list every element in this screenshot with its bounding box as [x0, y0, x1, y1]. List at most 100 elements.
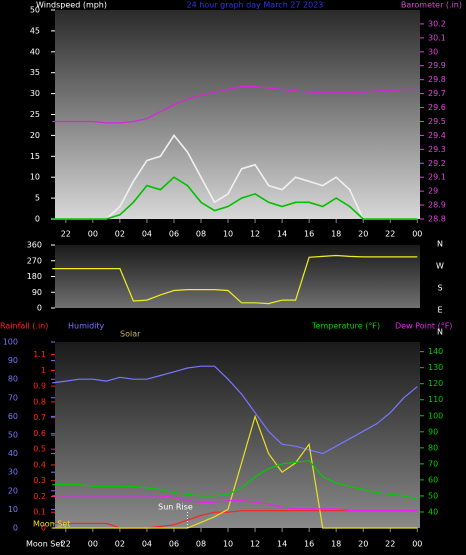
x-tick-label: 22 [61, 540, 71, 549]
series-line [52, 86, 418, 124]
y3-tick-label: 0.3 [33, 476, 46, 485]
y-tick-label: 100 [3, 338, 18, 347]
y-tick-label: 50 [8, 431, 18, 440]
x-tick-label: 02 [115, 540, 125, 549]
y-axis-label: Windspeed (mph) [36, 1, 107, 10]
x-tick-label: 18 [331, 540, 341, 549]
x-tick-label: 02 [115, 230, 125, 239]
y-tick-label: 270 [27, 256, 42, 265]
y2-tick-label: 60 [428, 475, 438, 484]
y2-tick-label: 29.9 [428, 61, 446, 70]
x-tick-label: 14 [277, 230, 287, 239]
x-tick-label: 04 [142, 540, 152, 549]
y3-tick-label: 0.8 [33, 397, 46, 406]
y2-tick-label: 28.9 [428, 201, 446, 210]
y-tick-label: 15 [30, 152, 40, 161]
y3-tick-label: 0.2 [33, 492, 46, 501]
y2-tick-label: 50 [428, 491, 438, 500]
x-tick-label: 18 [331, 230, 341, 239]
x-tick-label: 00 [88, 540, 98, 549]
y2-tick-label: 29.3 [428, 145, 446, 154]
y2-tick-label: 29.4 [428, 131, 446, 140]
x-tick-label: 22 [61, 230, 71, 239]
annotation: Moon Set [26, 540, 63, 549]
y-tick-label: 20 [8, 486, 18, 495]
y-tick-label: 180 [27, 272, 42, 281]
y2-tick-label: 29 [428, 187, 438, 196]
x-tick-label: 10 [223, 230, 233, 239]
compass-label: S [437, 284, 442, 293]
y3-tick-label: 0.9 [33, 382, 46, 391]
y-tick-label: 60 [8, 412, 18, 421]
y-tick-label: 10 [30, 173, 40, 182]
y3-tick-label: 0.6 [33, 429, 46, 438]
y3-tick-label: 0.4 [33, 460, 46, 469]
x-tick-label: 04 [142, 230, 152, 239]
y-tick-label: 35 [30, 68, 40, 77]
panel-wind [55, 10, 420, 219]
y2-tick-label: 29.6 [428, 103, 446, 112]
x-tick-label: 22 [385, 540, 395, 549]
y-tick-label: 10 [8, 505, 18, 514]
x-tick-label: 12 [250, 540, 260, 549]
panel-direction [55, 245, 420, 308]
x-tick-label: 00 [412, 540, 422, 549]
compass-label: N [437, 240, 443, 249]
y2-tick-label: 29.5 [428, 117, 446, 126]
x-tick-label: 16 [304, 230, 314, 239]
y-tick-label: 40 [8, 449, 18, 458]
y2-tick-label: 80 [428, 443, 438, 452]
y-tick-label: 25 [30, 110, 40, 119]
x-tick-label: 10 [223, 540, 233, 549]
y-tick-label: 30 [8, 468, 18, 477]
y-tick-label: 50 [30, 6, 40, 15]
series-line [52, 134, 418, 220]
y3-tick-label: 0.5 [33, 445, 46, 454]
y2-tick-label: 90 [428, 427, 438, 436]
series-line [52, 414, 418, 529]
legend-label: Humidity [68, 322, 105, 331]
y2-tick-label: 29.7 [428, 89, 446, 98]
y-tick-label: 30 [30, 89, 40, 98]
y-tick-label: 45 [30, 26, 40, 35]
series-line [52, 460, 418, 500]
x-tick-label: 08 [196, 540, 206, 549]
x-tick-label: 20 [358, 230, 368, 239]
y2-tick-label: 30 [428, 47, 438, 56]
y2-tick-label: 130 [428, 363, 443, 372]
y3-tick-label: 1 [41, 366, 46, 375]
x-tick-label: 06 [169, 540, 179, 549]
y2-tick-label: 70 [428, 459, 438, 468]
annotation: Moon Set [33, 520, 70, 529]
y-tick-label: 80 [8, 375, 18, 384]
legend-label: Dew Point (°F) [395, 322, 452, 331]
y2-tick-label: 120 [428, 379, 443, 388]
x-tick-label: 00 [88, 230, 98, 239]
y2-tick-label: 28.8 [428, 215, 446, 224]
series-line [52, 365, 418, 455]
series-line [52, 254, 418, 305]
x-tick-label: 20 [358, 540, 368, 549]
compass-label: W [436, 262, 444, 271]
y2-axis-label: Barometer (.in) [401, 1, 462, 10]
y-tick-label: 360 [27, 241, 42, 250]
x-tick-label: 14 [277, 540, 287, 549]
compass-label: N [437, 328, 443, 337]
y-tick-label: 20 [30, 131, 40, 140]
compass-label: E [437, 306, 442, 315]
y-tick-label: 0 [13, 524, 18, 533]
y3-tick-label: 0.1 [33, 508, 46, 517]
series-line [52, 176, 418, 220]
y-tick-label: 90 [32, 288, 42, 297]
y3-tick-label: 1.1 [33, 350, 46, 359]
legend-label: Temperature (°F) [311, 322, 380, 331]
legend-label: Rainfall (.in) [0, 322, 48, 331]
y2-tick-label: 30.2 [428, 19, 446, 28]
y-tick-label: 40 [30, 47, 40, 56]
annotation: Sun Rise [158, 503, 193, 512]
y2-tick-label: 30.1 [428, 33, 446, 42]
y-tick-label: 0 [35, 215, 40, 224]
y2-tick-label: 40 [428, 507, 438, 516]
series-line [52, 495, 418, 511]
